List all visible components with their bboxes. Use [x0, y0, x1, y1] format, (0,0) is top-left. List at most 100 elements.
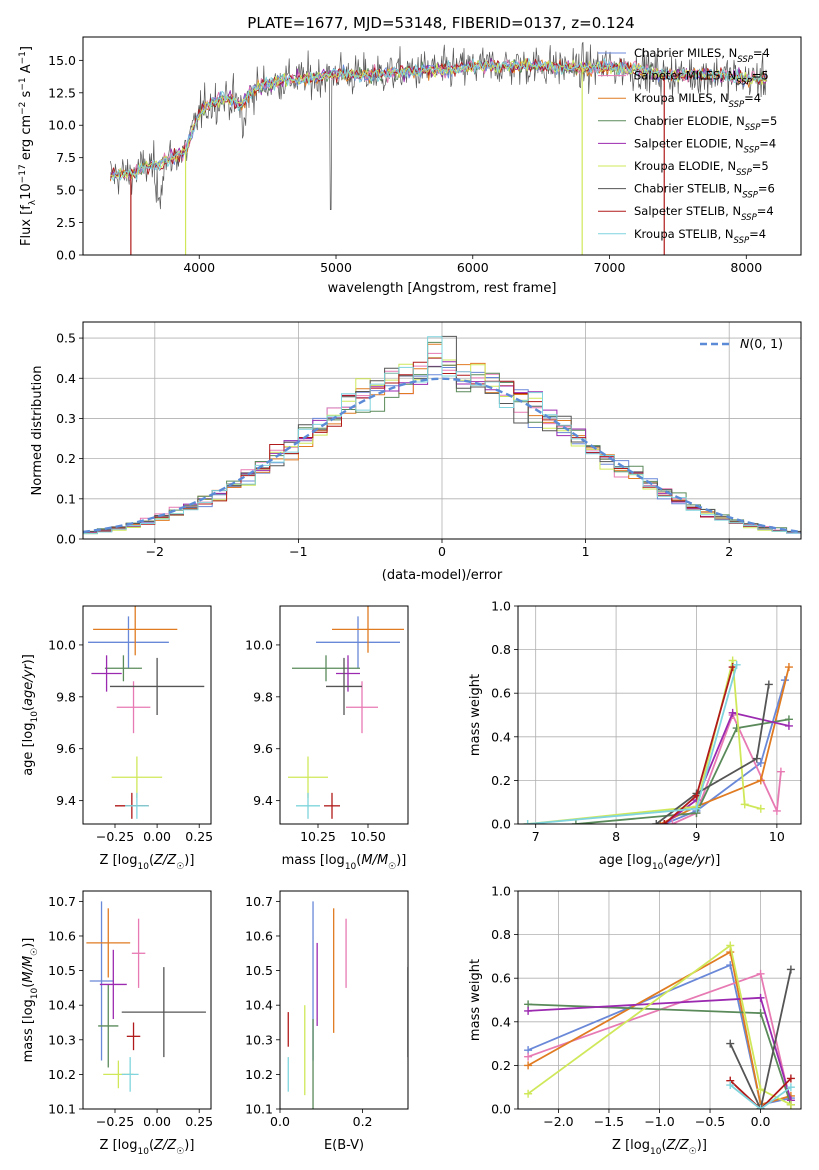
x-tick-label: 8 [612, 829, 620, 844]
weight-marker [786, 1083, 795, 1092]
y-tick-label: 0.8 [491, 642, 511, 657]
x-tick-label: 8000 [730, 260, 762, 275]
mass_vs_extinction-axes: 0.0 0.2 10.1 10.2 10.3 10.4 10.5 10.6 10.7 [245, 894, 372, 1129]
y-tick-label: 0.4 [56, 371, 76, 386]
weight-marker [652, 820, 661, 824]
y-tick-label: 9.4 [56, 793, 76, 808]
legend-entry: Chabrier STELIB, NSSP=6 [634, 182, 775, 201]
weight-marker [524, 1061, 533, 1070]
x-tick-label: −1.5 [594, 1114, 624, 1129]
weight-marker [524, 1089, 533, 1098]
x-tick-label: −2 [146, 544, 164, 559]
x-tick-label: 6000 [457, 260, 489, 275]
mass_weight_vs_metallicity-ylabel: mass weight [468, 959, 483, 1041]
x-tick-label: 9 [693, 829, 701, 844]
weight-line-6 [729, 969, 792, 1109]
mass_weight_vs_age-axes: 7 8 9 10 0.0 0.2 0.4 0.6 0.8 1.0 [491, 599, 801, 844]
spectrum-lines [109, 41, 768, 255]
x-tick-label: 5000 [320, 260, 352, 275]
mass_weight_vs_age-frame [517, 605, 802, 825]
weight-marker [692, 791, 701, 800]
weight-marker [786, 965, 795, 974]
y-tick-label: 0.4 [491, 1014, 511, 1029]
histogram-frame [82, 321, 802, 540]
weight-marker [756, 758, 765, 767]
y-tick-label: 1.0 [491, 884, 511, 899]
y-tick-label: 7.5 [56, 150, 76, 165]
y-tick-label: 10.6 [48, 928, 76, 943]
age_vs_mass-points [288, 606, 404, 819]
y-tick-label: 10.7 [48, 894, 76, 909]
legend-entry: Chabrier MILES, NSSP=4 [634, 46, 770, 65]
y-tick-label: 10.2 [245, 1067, 273, 1082]
x-tick-label: 0.0 [751, 1114, 771, 1129]
mass_weight_vs_age-lines [523, 656, 793, 824]
age_vs_metallicity-axes: −0.25 0.00 0.25 9.4 9.6 9.8 10.0 [48, 637, 213, 844]
spectrum-axes: 4000 5000 6000 7000 8000 0.0 2.5 5.0 7.5 10.0 12.5… [48, 53, 762, 275]
weight-marker [786, 1074, 795, 1083]
y-tick-label: 0.5 [56, 331, 76, 346]
y-tick-label: 0.0 [56, 532, 76, 547]
mass_weight_vs_metallicity-lines [524, 941, 795, 1109]
x-tick-label: 0.25 [185, 829, 213, 844]
x-tick-label: −0.25 [96, 829, 134, 844]
age_vs_metallicity-frame [82, 605, 212, 825]
y-tick-label: 10.4 [48, 998, 76, 1013]
y-tick-label: 0.4 [491, 729, 511, 744]
y-tick-label: 10.7 [245, 894, 273, 909]
weight-marker [776, 767, 785, 776]
age_vs_mass-axes: 10.25 10.50 9.4 9.6 9.8 10.0 [245, 637, 386, 844]
weight-marker [756, 1085, 765, 1094]
y-tick-label: 10.1 [245, 1102, 273, 1117]
x-tick-label: −1.0 [644, 1114, 674, 1129]
figure-title: PLATE=1677, MJD=53148, FIBERID=0137, z=0… [247, 14, 634, 32]
weight-marker [726, 1081, 735, 1090]
x-tick-label: −2.0 [543, 1114, 573, 1129]
age_vs_metallicity-points [88, 606, 205, 819]
legend-entry: Salpeter STELIB, NSSP=4 [634, 204, 774, 223]
y-tick-label: 10.3 [245, 1032, 273, 1047]
weight-z-xlabel: Z [log10(Z/Z☉)] [612, 1138, 707, 1157]
x-tick-label: 0.00 [143, 1114, 171, 1129]
histogram-series-8 [83, 336, 801, 536]
spectrum-line-8 [110, 57, 767, 182]
y-tick-label: 10.2 [48, 1067, 76, 1082]
y-tick-label: 10.5 [48, 963, 76, 978]
y-tick-label: 0.2 [56, 451, 76, 466]
weight-line-7 [729, 1077, 792, 1109]
weight-marker [726, 941, 735, 950]
y-tick-label: 0.0 [56, 248, 76, 263]
x-tick-label: 0.25 [185, 1114, 213, 1129]
mass_weight_vs_age-ylabel: mass weight [468, 674, 483, 756]
weight-marker [524, 1006, 533, 1015]
weight-marker [523, 820, 532, 824]
spectrum-line-5 [110, 58, 768, 179]
spectrum-ylabel: Flux [fλ10−17 erg cm−2 s−1 A−1] [18, 46, 38, 246]
weight-marker [784, 663, 793, 672]
weight-marker [732, 724, 741, 733]
y-tick-label: 10.0 [48, 118, 76, 133]
mass_vs_metallicity-frame [82, 890, 212, 1110]
y-tick-label: 10.3 [48, 1032, 76, 1047]
x-tick-label: 10.25 [300, 829, 336, 844]
y-tick-label: 0.8 [491, 927, 511, 942]
weight-marker [524, 1052, 533, 1061]
y-tick-label: 10.0 [245, 637, 273, 652]
y-tick-label: 9.8 [56, 689, 76, 704]
legend-entry: Kroupa MILES, NSSP=4 [634, 91, 761, 110]
weight-marker [756, 1009, 765, 1018]
weight-marker [764, 680, 773, 689]
histogram-ylabel: Normed distribution [30, 366, 45, 496]
weight-marker [728, 708, 737, 717]
weight-marker [786, 1100, 795, 1109]
y-tick-label: 0.0 [491, 817, 511, 832]
y-tick-label: 0.6 [491, 971, 511, 986]
weight-line-6 [655, 684, 770, 824]
legend-entry: Salpeter ELODIE, NSSP=4 [634, 136, 776, 155]
y-tick-label: 10.5 [245, 963, 273, 978]
age_vs_mass-frame [279, 605, 409, 825]
mass_vs_metallicity-points [86, 901, 206, 1092]
mass_vs_extinction-frame [279, 890, 409, 1110]
legend: Chabrier MILES, NSSP=4 Salpeter MILES, NS… [598, 46, 777, 246]
